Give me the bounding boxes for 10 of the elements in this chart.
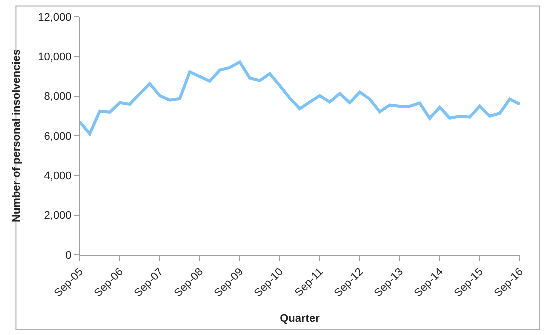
y-tick-label: 4,000 <box>44 170 72 183</box>
y-tick-label: 6,000 <box>44 130 72 143</box>
y-tick-label: 10,000 <box>38 52 72 64</box>
y-tick-label: 2,000 <box>44 210 72 222</box>
line-series <box>80 60 520 136</box>
x-axis-title: Quarter <box>280 313 321 325</box>
y-tick-label: 12,000 <box>38 12 72 24</box>
y-axis-title: Number of personal insolvencies <box>10 50 23 222</box>
y-tick-label: 8,000 <box>44 91 72 104</box>
y-tick-label: 0 <box>66 250 72 262</box>
